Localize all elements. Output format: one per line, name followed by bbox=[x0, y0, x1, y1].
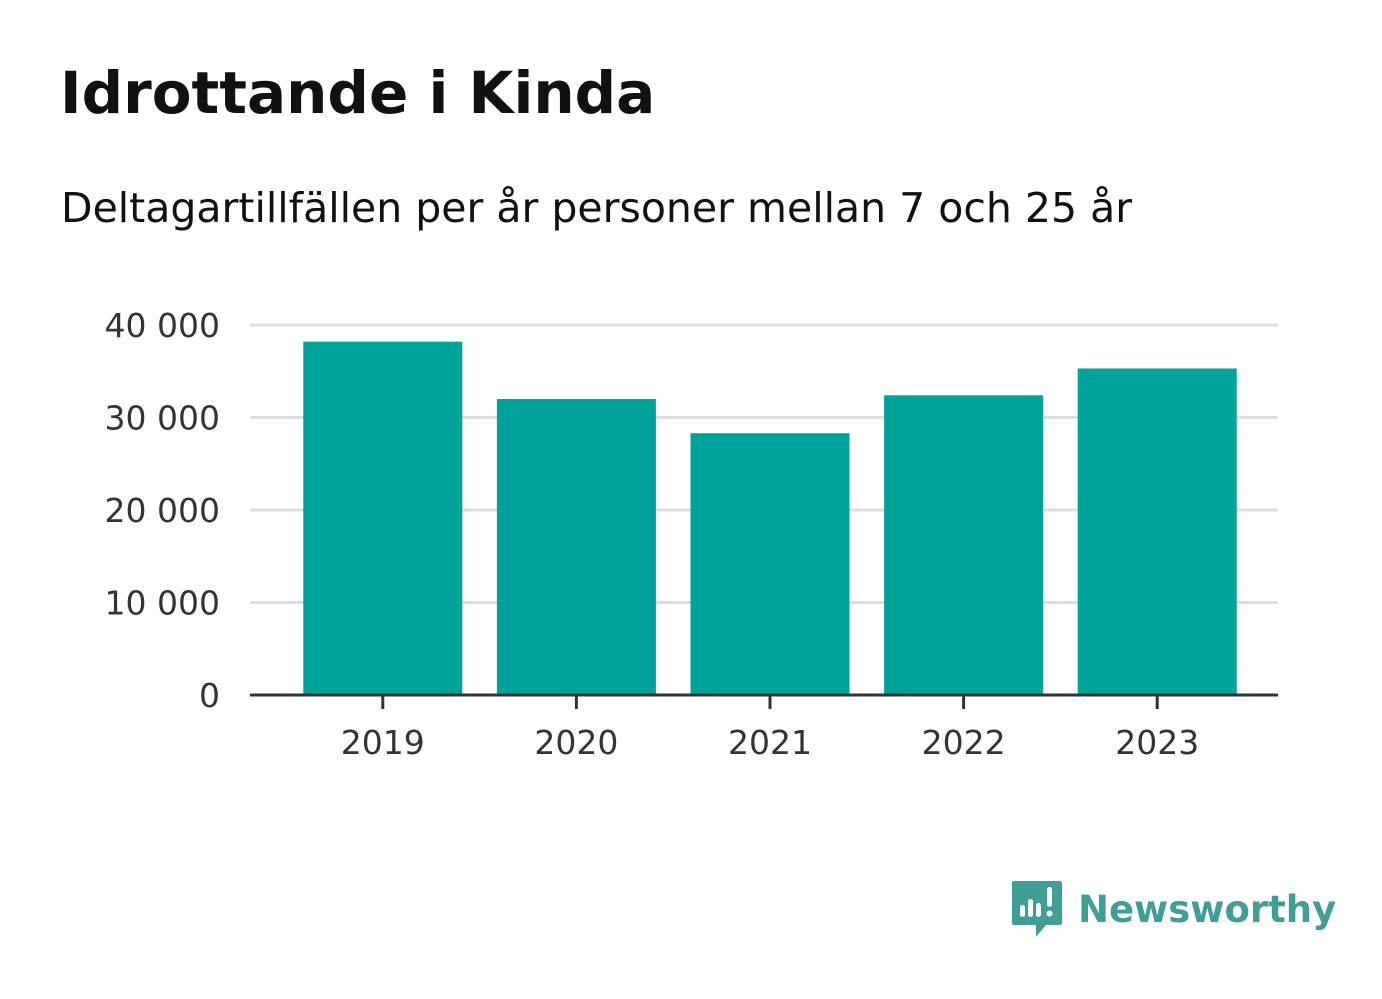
x-tick-label: 2022 bbox=[922, 723, 1006, 762]
x-tick-label: 2021 bbox=[728, 723, 812, 762]
x-tick-label: 2019 bbox=[341, 723, 425, 762]
x-axis-ticks: 2019 2020 2021 2022 2023 bbox=[341, 695, 1199, 762]
y-axis-ticks: 0 10 000 20 000 30 000 40 000 bbox=[105, 306, 220, 715]
x-tick-label: 2020 bbox=[534, 723, 618, 762]
x-tick-label: 2023 bbox=[1115, 723, 1199, 762]
bar-2021 bbox=[690, 433, 850, 695]
y-tick-label: 10 000 bbox=[105, 584, 220, 623]
bar-2022 bbox=[884, 395, 1044, 695]
bars bbox=[303, 341, 1237, 695]
bar-2023 bbox=[1077, 368, 1237, 695]
chart-subtitle: Deltagartillfällen per år personer mella… bbox=[61, 184, 1133, 232]
brand-name: Newsworthy bbox=[1078, 887, 1337, 931]
y-tick-label: 30 000 bbox=[105, 399, 220, 438]
newsworthy-logo-icon bbox=[1012, 881, 1062, 937]
bar-2020 bbox=[496, 399, 656, 695]
chart-title: Idrottande i Kinda bbox=[60, 59, 656, 127]
y-tick-label: 0 bbox=[199, 676, 220, 715]
newsworthy-brand: Newsworthy bbox=[1010, 879, 1336, 939]
y-tick-label: 40 000 bbox=[105, 306, 220, 345]
bar-2019 bbox=[303, 341, 463, 695]
y-tick-label: 20 000 bbox=[105, 491, 220, 530]
